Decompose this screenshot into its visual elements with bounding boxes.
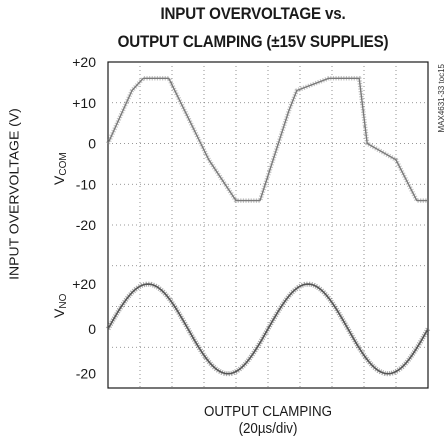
trace-label-vcom-main: V [51, 175, 67, 185]
y-tick-label-bottom: 0 [88, 321, 96, 337]
trace-label-vno-main: V [51, 308, 67, 318]
y-ticks-bottom-group: +20 0 -20 [72, 276, 96, 382]
y-tick-label-bottom: -20 [76, 366, 96, 382]
y-tick-label-top: +10 [72, 95, 96, 111]
trace-label-vno: VNO [51, 293, 69, 318]
chart-title-line-1: INPUT OVERVOLTAGE vs. [160, 5, 346, 23]
y-tick-label-bottom: +20 [72, 276, 96, 292]
vno-trace [107, 283, 429, 375]
x-axis-label-line-1: OUTPUT CLAMPING [204, 404, 332, 420]
y-tick-label-top: -10 [76, 176, 96, 192]
y-tick-label-top: +20 [72, 54, 96, 70]
traces-group [105, 76, 431, 377]
trace-label-vcom-sub: COM [58, 152, 69, 175]
vcom-trace-halo [105, 76, 428, 203]
x-axis-label-line-2: (20µs/div) [238, 421, 298, 437]
trace-label-vcom: VCOM [51, 152, 69, 185]
vcom-trace [107, 77, 428, 202]
trace-label-vno-sub: NO [58, 293, 69, 308]
y-tick-label-top: 0 [88, 136, 96, 152]
plot-grid [108, 62, 428, 388]
y-tick-label-top: -20 [76, 217, 96, 233]
chart-title-line-2: OUTPUT CLAMPING (±15V SUPPLIES) [117, 33, 389, 51]
y-ticks-top-group: +20 +10 0 -10 -20 [72, 54, 96, 233]
